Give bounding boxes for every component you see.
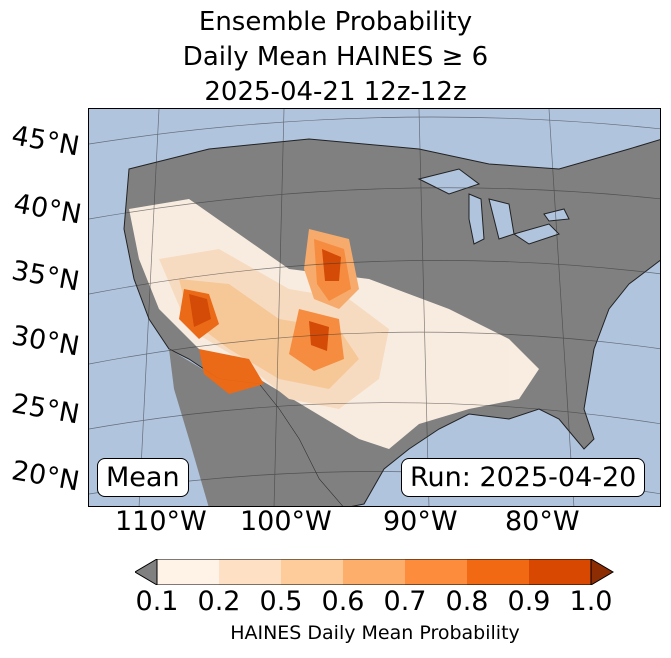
lat-label-20: 20°N: [9, 455, 82, 498]
colorbar-tick-0.1: 0.1: [135, 586, 179, 617]
colorbar-bin-1: [157, 559, 219, 585]
lat-label-45: 45°N: [9, 120, 82, 163]
colorbar-tick-0.8: 0.8: [445, 586, 489, 617]
colorbar-tick-0.6: 0.6: [321, 586, 365, 617]
lon-label-100: 100°W: [240, 506, 332, 537]
colorbar-label: HAINES Daily Mean Probability: [230, 622, 520, 644]
lon-label-90: 90°W: [383, 506, 458, 537]
lat-label-40: 40°N: [11, 188, 84, 231]
colorbar-tick-0.7: 0.7: [383, 586, 427, 617]
title-line-1: Ensemble Probability: [198, 7, 473, 37]
conus-map: [89, 109, 660, 506]
colorbar-under-arrow: [135, 559, 158, 585]
lat-label-25: 25°N: [9, 388, 82, 431]
colorbar-bin-5: [405, 559, 467, 585]
colorbar-outline: [156, 559, 592, 585]
colorbar-tick-0.9: 0.9: [507, 586, 551, 617]
colorbar-bin-7: [529, 559, 591, 585]
mean-label: Mean: [97, 458, 189, 497]
colorbar-bin-2: [219, 559, 281, 585]
mexico-land: [169, 349, 343, 506]
probability-shading: [129, 199, 539, 449]
lat-label-30: 30°N: [9, 320, 82, 363]
colorbar-tick-1.0: 1.0: [569, 586, 613, 617]
title-line-2: Daily Mean HAINES ≥ 6: [182, 42, 489, 72]
colorbar-bin-3: [281, 559, 343, 585]
colorbar-tick-0.5: 0.5: [259, 586, 303, 617]
colorbar-bin-4: [343, 559, 405, 585]
lon-label-110: 110°W: [115, 506, 207, 537]
lon-label-80: 80°W: [505, 506, 580, 537]
colorbar-over-arrow: [590, 559, 614, 585]
lat-label-35: 35°N: [9, 255, 82, 298]
colorbar: [135, 559, 614, 585]
map-panel: [88, 108, 661, 507]
title-line-3: 2025-04-21 12z-12z: [204, 77, 467, 107]
colorbar-tick-0.2: 0.2: [197, 586, 241, 617]
colorbar-bin-6: [467, 559, 529, 585]
run-label: Run: 2025-04-20: [401, 458, 646, 497]
